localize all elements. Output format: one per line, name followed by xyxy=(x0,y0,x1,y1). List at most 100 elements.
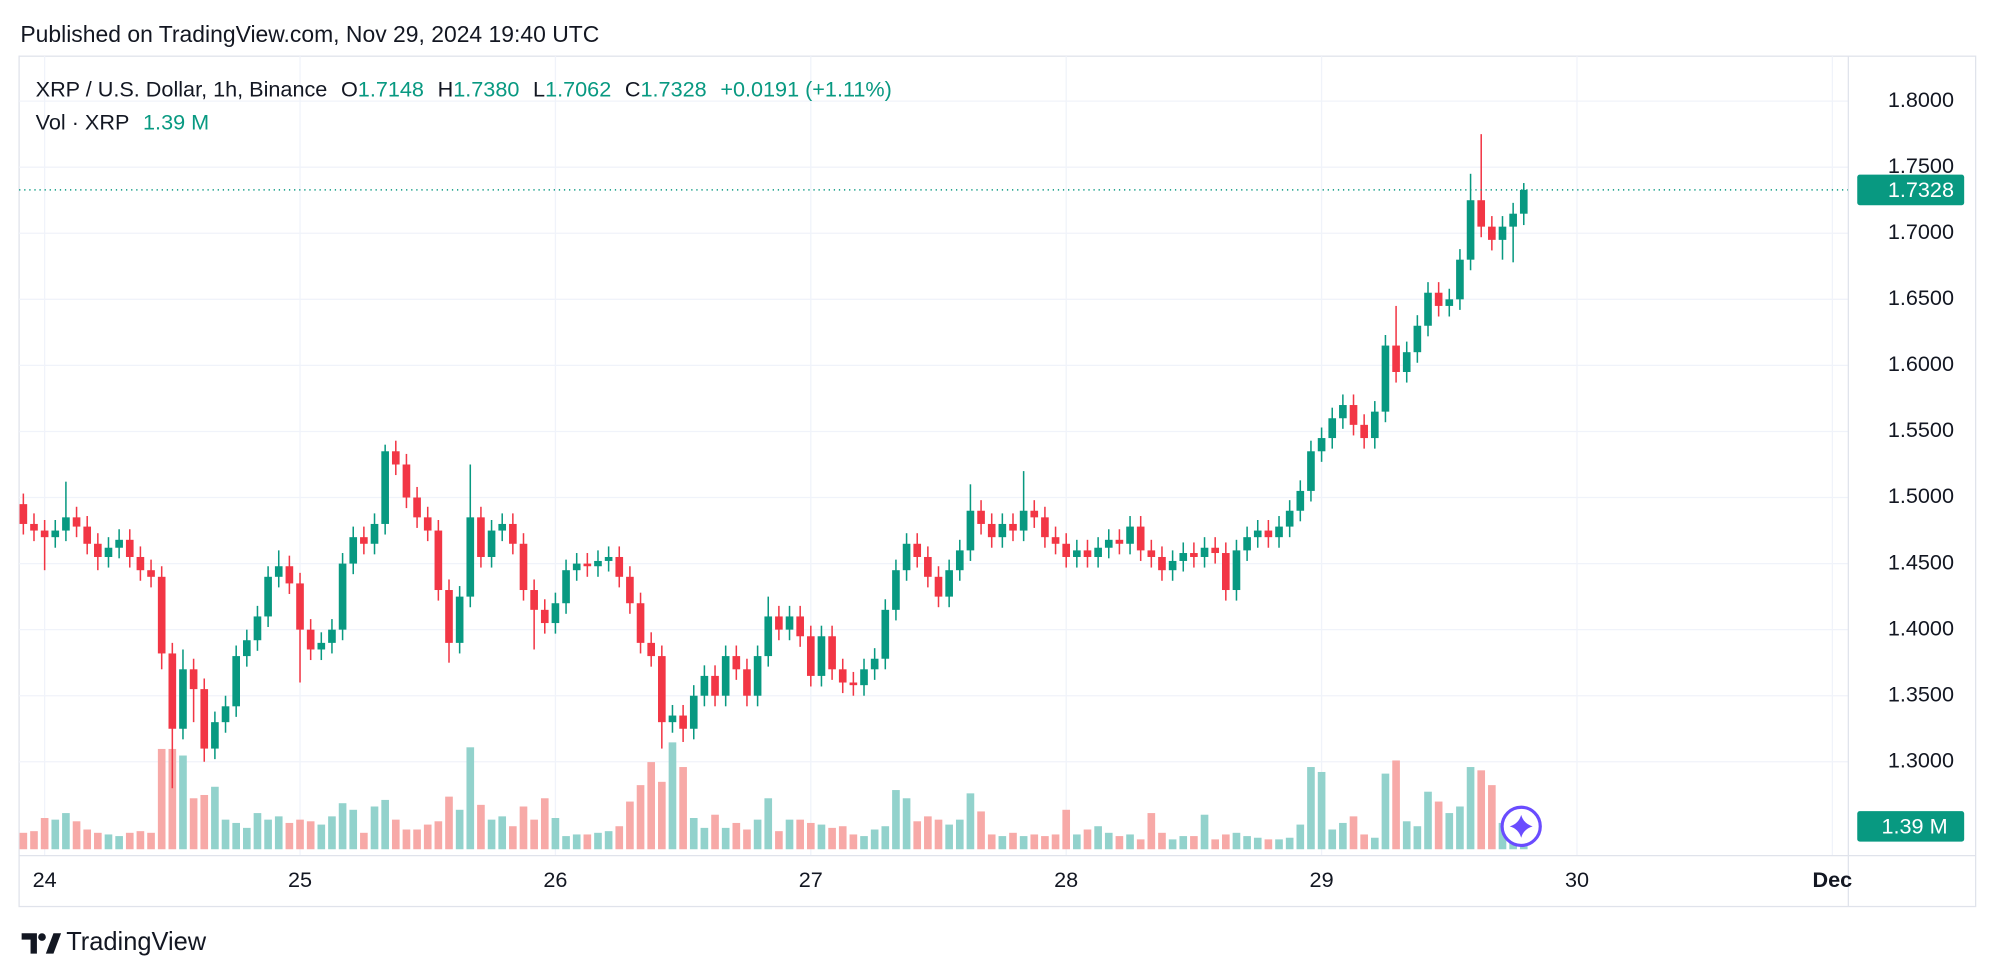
volume-bar xyxy=(775,831,783,850)
volume-bar xyxy=(860,836,868,850)
candle-body xyxy=(1232,550,1241,591)
volume-bar xyxy=(1158,832,1166,850)
volume-bar xyxy=(51,819,60,850)
volume-bar xyxy=(987,834,996,850)
candle-body xyxy=(828,636,836,670)
volume-bar xyxy=(849,834,858,850)
candle-body xyxy=(934,576,943,597)
volume-bar xyxy=(1392,760,1400,850)
volume-bar xyxy=(1073,834,1081,850)
y-tick-label: 1.4500 xyxy=(1888,549,1954,574)
volume-bar xyxy=(583,834,592,850)
candle-body xyxy=(1158,556,1166,571)
volume-bar xyxy=(902,798,911,850)
last-price-label: 1.7328 xyxy=(1888,177,1954,202)
candle-body xyxy=(1009,523,1017,531)
candle-body xyxy=(945,570,953,597)
volume-bar xyxy=(1168,839,1177,850)
candle-body xyxy=(1264,530,1273,538)
candle-body xyxy=(1360,424,1368,439)
y-tick-label: 1.6000 xyxy=(1888,351,1954,376)
candle-body xyxy=(1519,189,1528,214)
volume-bar xyxy=(1285,837,1294,850)
volume-bar xyxy=(189,798,198,850)
volume-bar xyxy=(540,798,549,850)
candle-body xyxy=(179,669,187,729)
volume-bar xyxy=(1009,832,1017,850)
candle-body xyxy=(125,539,134,557)
volume-bar xyxy=(1307,767,1315,850)
candle-body xyxy=(104,547,113,557)
candle-body xyxy=(913,543,922,557)
candle-body xyxy=(1147,550,1156,557)
candle-body xyxy=(434,530,443,591)
candle-body xyxy=(232,656,240,707)
volume-bar xyxy=(147,832,155,850)
volume-bar xyxy=(551,818,560,850)
candle-body xyxy=(264,576,272,617)
candle-body xyxy=(1211,547,1219,554)
volume-bar xyxy=(658,781,666,850)
published-note: Published on TradingView.com, Nov 29, 20… xyxy=(20,21,599,47)
candle-body xyxy=(1317,438,1326,452)
candle-body xyxy=(881,609,890,659)
volume-bar xyxy=(806,822,815,850)
volume-bar xyxy=(125,832,134,850)
volume-bar xyxy=(892,790,900,850)
candle-body xyxy=(402,464,411,498)
ohlc-key: O xyxy=(341,76,358,101)
volume-bar xyxy=(200,794,209,850)
candle-body xyxy=(540,609,549,624)
candle-body xyxy=(391,451,400,465)
volume-bar xyxy=(1413,826,1422,850)
volume-bar xyxy=(455,809,464,850)
candle-body xyxy=(211,722,219,749)
volume-bar xyxy=(604,831,613,850)
volume-bar xyxy=(391,819,400,850)
candle-body xyxy=(1041,517,1049,538)
volume-bar xyxy=(328,816,336,850)
volume-bar xyxy=(1041,836,1049,850)
candle-body xyxy=(338,563,347,630)
candle-body xyxy=(604,556,613,561)
volume-bar xyxy=(743,829,751,850)
candle-body xyxy=(296,583,304,630)
volume-bar xyxy=(1062,809,1071,850)
candle-body xyxy=(615,556,624,577)
volume-bar xyxy=(349,809,358,850)
volume-bar xyxy=(221,819,230,850)
candle-body xyxy=(1094,547,1102,557)
assistant-icon[interactable] xyxy=(1500,805,1542,848)
candle-body xyxy=(764,616,773,657)
volume-bar xyxy=(232,822,240,850)
candle-body xyxy=(572,563,581,571)
candle-body xyxy=(62,517,70,531)
legend: XRP / U.S. Dollar, 1h, Binance O1.7148 H… xyxy=(36,76,892,101)
volume-bar xyxy=(338,803,347,850)
candle-body xyxy=(370,523,379,544)
candle-body xyxy=(328,629,336,643)
volume-bar xyxy=(1190,836,1198,850)
volume-bar xyxy=(870,829,879,850)
candle-body xyxy=(700,675,709,696)
volume-name: Vol · XRP xyxy=(36,109,130,134)
volume-bar xyxy=(136,831,145,850)
candle-body xyxy=(242,640,251,657)
icon-star[interactable] xyxy=(1509,814,1533,838)
candle-body xyxy=(775,616,783,630)
candle-body xyxy=(998,523,1007,538)
volume-bar xyxy=(83,829,92,850)
volume-bar xyxy=(668,742,677,850)
volume-bar xyxy=(487,819,496,850)
candle-body xyxy=(1243,537,1251,551)
volume-bar xyxy=(636,785,645,850)
logo-dot xyxy=(38,933,46,941)
x-tick-label: 25 xyxy=(288,867,312,892)
volume-bar xyxy=(1275,839,1283,850)
volume-bar xyxy=(1243,836,1251,850)
volume-bar xyxy=(1126,834,1134,850)
volume-bar xyxy=(1488,785,1496,850)
candle-body xyxy=(892,570,900,610)
candle-body xyxy=(594,560,602,567)
